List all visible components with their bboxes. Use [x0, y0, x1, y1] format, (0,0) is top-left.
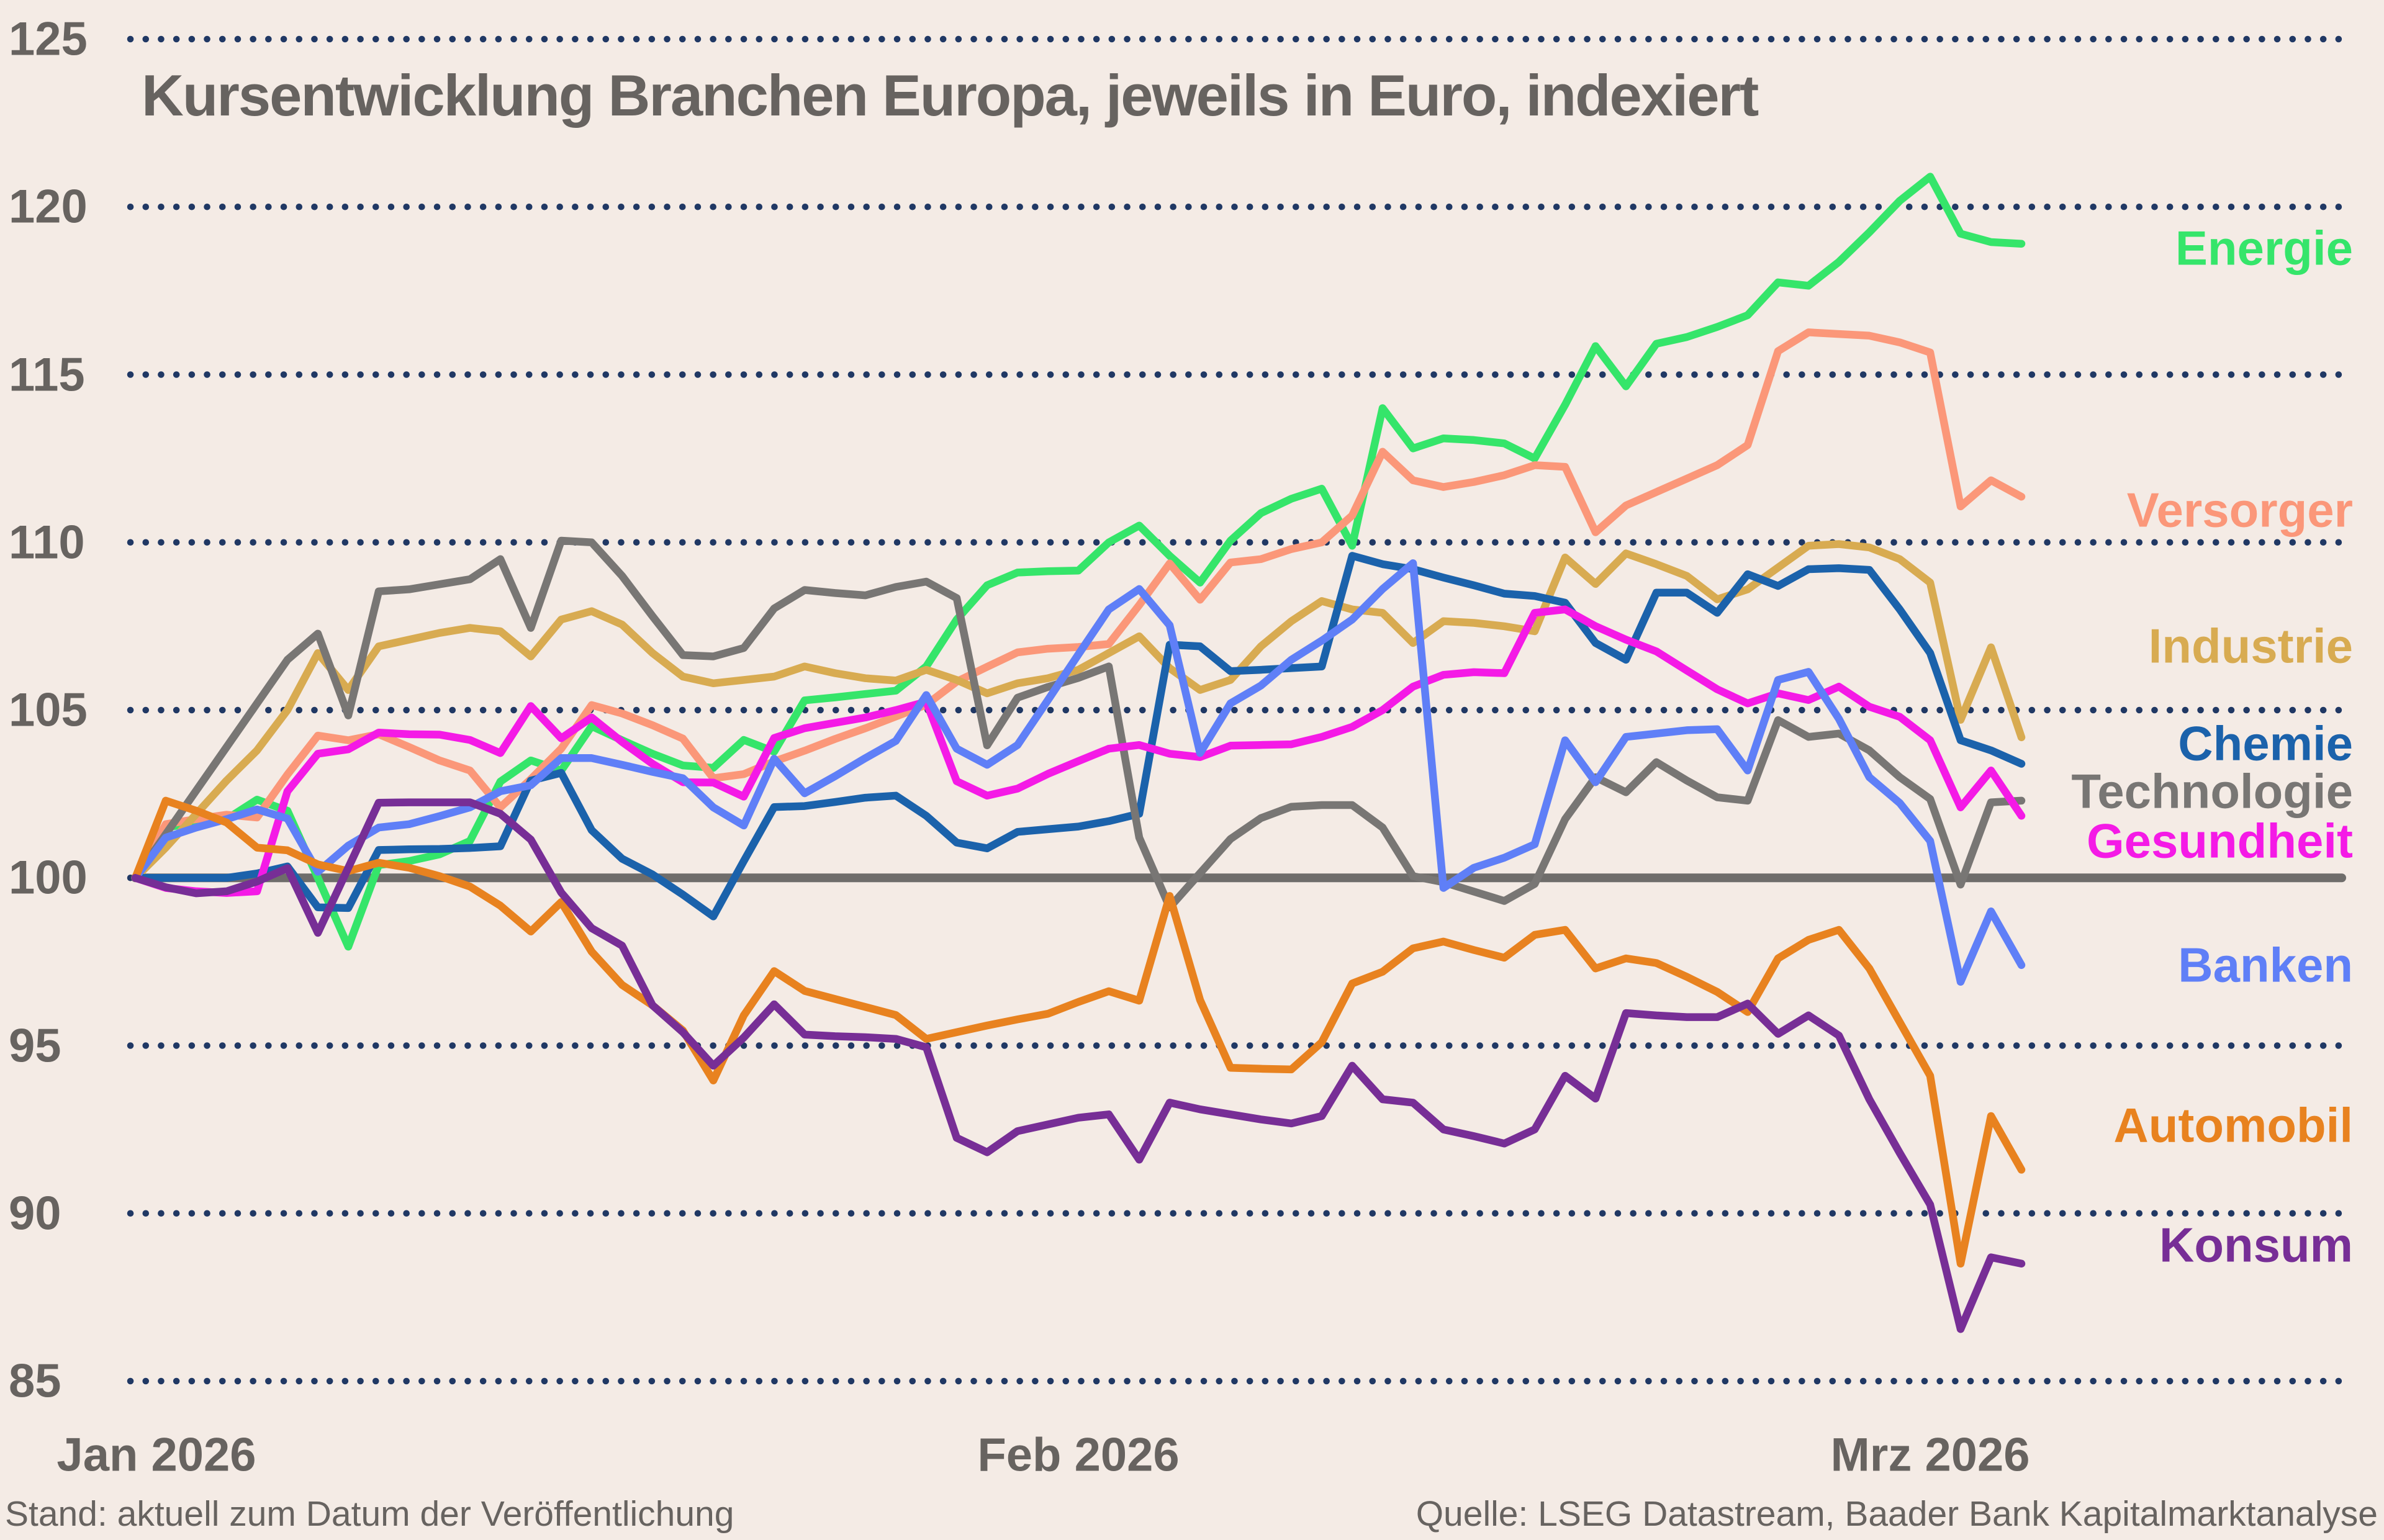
- series-line-banken: [131, 559, 2026, 986]
- x-tick-label-mrz: Mrz 2026: [1830, 1428, 2030, 1482]
- series-line-automobil: [131, 796, 2026, 1268]
- footnote-quelle: Quelle: LSEG Datastream, Baader Bank Kap…: [1416, 1494, 2378, 1534]
- series-label-gesundheit: Gesundheit: [2086, 813, 2353, 868]
- series-label-technologie: Technologie: [2071, 763, 2353, 819]
- series-line-konsum: [131, 798, 2026, 1333]
- y-tick-label-100: 100: [9, 851, 88, 904]
- y-tick-label-110: 110: [9, 516, 85, 569]
- x-tick-label-feb: Feb 2026: [977, 1428, 1180, 1482]
- series-label-industrie: Industrie: [2148, 618, 2353, 673]
- y-tick-label-90: 90: [9, 1187, 61, 1240]
- x-tick-label-jan: Jan 2026: [56, 1428, 256, 1482]
- y-tick-label-125: 125: [9, 12, 88, 66]
- y-tick-label-120: 120: [9, 180, 88, 233]
- y-tick-label-85: 85: [9, 1354, 61, 1408]
- series-line-technologie: [131, 536, 2026, 912]
- series-label-chemie: Chemie: [2178, 716, 2353, 770]
- series-label-banken: Banken: [2178, 937, 2353, 993]
- series-label-versorger: Versorger: [2126, 482, 2353, 538]
- footnote-stand: Stand: aktuell zum Datum der Veröffentli…: [5, 1494, 734, 1534]
- series-line-versorger: [131, 328, 2026, 882]
- series-label-energie: Energie: [2175, 220, 2353, 276]
- series-lines-group: [131, 173, 2026, 1333]
- y-tick-label-105: 105: [9, 683, 88, 737]
- y-tick-label-95: 95: [9, 1019, 61, 1072]
- series-label-konsum: Konsum: [2159, 1217, 2353, 1272]
- series-line-industrie: [131, 540, 2026, 882]
- series-label-automobil: Automobil: [2113, 1097, 2353, 1153]
- chart-title: Kursentwicklung Branchen Europa, jeweils…: [142, 63, 1759, 128]
- series-line-gesundheit: [131, 605, 2026, 897]
- series-line-chemie: [131, 552, 2026, 921]
- y-tick-label-115: 115: [9, 348, 85, 401]
